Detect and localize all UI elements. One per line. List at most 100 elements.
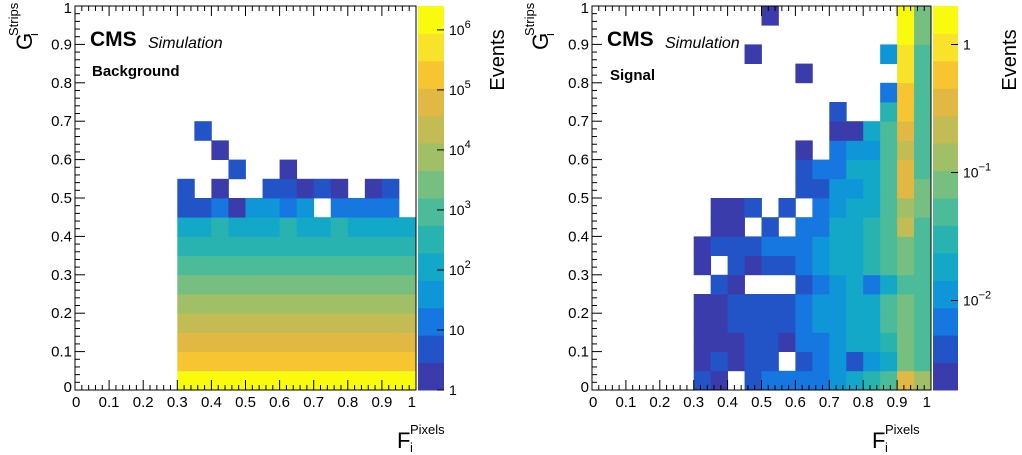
heatmap-cell (914, 121, 932, 141)
heatmap-cell (897, 178, 915, 199)
y-axis-title-main: G (12, 33, 37, 50)
heatmap-cell (778, 236, 796, 256)
heatmap-cell (778, 370, 796, 391)
axes: 0 0.1 0.2 0.3 0.4 0.5 0.6 0.7 0.8 0.9 1 0 0.1 0.2 0.3 0… (51, 0, 417, 411)
heatmap-cell (880, 255, 898, 276)
heatmap-cell (262, 236, 280, 256)
color-scale-band (418, 33, 444, 62)
heatmap-cell (778, 294, 796, 314)
heatmap-cell (398, 236, 417, 256)
heatmap-cell (744, 370, 762, 391)
heatmap-cell (262, 294, 280, 314)
x-axis-title-superscript: Pixels (885, 422, 920, 437)
x-tick-label: 0.7 (303, 394, 324, 411)
heatmap-cell (245, 370, 263, 391)
heatmap-cell (829, 198, 847, 218)
color-scale-band (933, 60, 958, 89)
heatmap-cell (829, 255, 847, 276)
heatmap-cell (812, 159, 830, 180)
x-tick-label: 0.3 (167, 394, 188, 411)
color-scale-band (933, 198, 958, 226)
y-tick-label: 0.2 (568, 305, 589, 322)
heatmap-cell (262, 274, 280, 295)
heatmap-cell (296, 255, 315, 276)
simulation-label: Simulation (665, 35, 740, 52)
heatmap-cell (228, 294, 246, 314)
heatmap-cell (194, 217, 212, 237)
heatmap-cell (846, 313, 864, 333)
heatmap-cell (398, 351, 417, 372)
x-axis-title-superscript: Pixels (410, 422, 445, 437)
simulation-label: Simulation (148, 35, 223, 52)
heatmap-cell (863, 198, 881, 218)
heatmap-cell (914, 159, 932, 180)
heatmap-cell (846, 217, 864, 237)
x-tick-label: 0.6 (785, 394, 806, 411)
heatmap-cell (194, 255, 212, 276)
heatmap-cell (211, 178, 229, 199)
heatmap-cell (914, 294, 932, 314)
z-axis-title: Events (487, 29, 509, 90)
heatmap-cell (279, 274, 298, 295)
heatmap-cell (863, 313, 881, 333)
heatmap-cell (177, 313, 195, 333)
heatmap-cell (245, 236, 263, 256)
heatmap-cell (795, 236, 813, 256)
heatmap-cell (211, 140, 229, 160)
heatmap-cell (398, 370, 417, 391)
heatmap-cell (710, 294, 728, 314)
panel-label: Signal (610, 67, 655, 84)
heatmap-cell (761, 294, 779, 314)
heatmap-cell (880, 102, 898, 122)
y-axis-title-superscript: Strips (6, 2, 21, 36)
heatmap-cell (228, 274, 246, 295)
heatmap-cell (228, 159, 246, 180)
color-scale-band (933, 33, 958, 62)
heatmap-cell (795, 332, 813, 352)
heatmap-cell (262, 313, 280, 333)
heatmap-cell (914, 217, 932, 237)
heatmap-cell (279, 332, 298, 352)
heatmap-cell (744, 236, 762, 256)
heatmap-cell (211, 313, 229, 333)
heatmap-cell (914, 63, 932, 84)
heatmap-cell (812, 274, 830, 295)
heatmap-cell (347, 351, 366, 372)
heatmap-cell (744, 255, 762, 276)
heatmap-cell (177, 332, 195, 352)
x-axis-title-main: F (872, 428, 885, 453)
heatmap-cell (313, 313, 332, 333)
color-scale-band (418, 6, 444, 34)
heatmap-cell (863, 140, 881, 160)
heatmap-cell (347, 217, 366, 237)
heatmap-cell (846, 255, 864, 276)
heatmap-cell (228, 351, 246, 372)
heatmap-cell (381, 294, 400, 314)
heatmap-cell (398, 332, 417, 352)
heatmap-cell (897, 102, 915, 122)
color-scale-band (418, 143, 444, 172)
heatmap-cell (364, 236, 383, 256)
y-axis-title-main: G (528, 33, 553, 50)
heatmap-cell (710, 313, 728, 333)
cms-label: CMS (607, 28, 654, 51)
x-tick-label: 0 (72, 394, 80, 411)
color-scale-band (418, 280, 444, 309)
x-tick-label: 0.7 (819, 394, 840, 411)
heatmap-cell (812, 198, 830, 218)
cms-label: CMS (90, 28, 137, 51)
color-scale-band (418, 362, 444, 391)
heatmap-cell (812, 370, 830, 391)
heatmap-cell (245, 274, 263, 295)
heatmap-cell (863, 178, 881, 199)
color-scale-tick-label: 105 (449, 79, 471, 98)
panel-label: Background (92, 63, 180, 80)
heatmap-cell (211, 294, 229, 314)
heatmap-cell (880, 82, 898, 103)
heatmap-cell (296, 332, 315, 352)
heatmap-cell (211, 351, 229, 372)
heatmap-cell (279, 370, 298, 391)
color-scale-band (418, 198, 444, 226)
y-tick-label: 0.9 (51, 36, 72, 53)
heatmap-cell (693, 294, 712, 314)
